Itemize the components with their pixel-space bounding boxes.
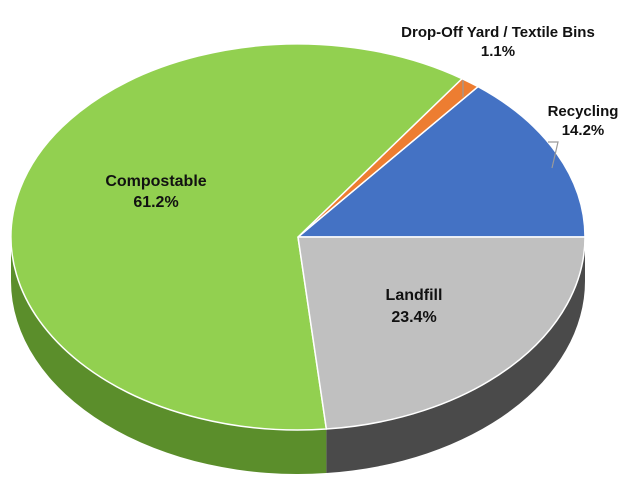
leader-line-recycling — [548, 141, 559, 169]
slice-landfill — [297, 236, 586, 430]
slice-value-recycling: 14.2% — [562, 122, 605, 139]
pie-sides — [11, 237, 585, 474]
slice-compostable — [10, 43, 463, 431]
pie-slices — [10, 43, 586, 431]
slice-side-landfill — [326, 237, 585, 474]
pie-labels: Drop-Off Yard / Textile Bins 1.1% Recycl… — [105, 24, 618, 326]
slice-value-compostable: 61.2% — [133, 194, 178, 211]
slice-label-landfill: Landfill — [386, 287, 443, 304]
slice-value-drop-off: 1.1% — [481, 43, 515, 60]
slice-label-drop-off: Drop-Off Yard / Textile Bins — [401, 24, 595, 41]
slice-side-compostable — [11, 237, 327, 474]
slice-label-compostable: Compostable — [105, 173, 206, 190]
slice-label-recycling: Recycling — [548, 103, 619, 120]
slice-value-landfill: 23.4% — [391, 309, 436, 326]
slice-recycling — [297, 85, 586, 238]
